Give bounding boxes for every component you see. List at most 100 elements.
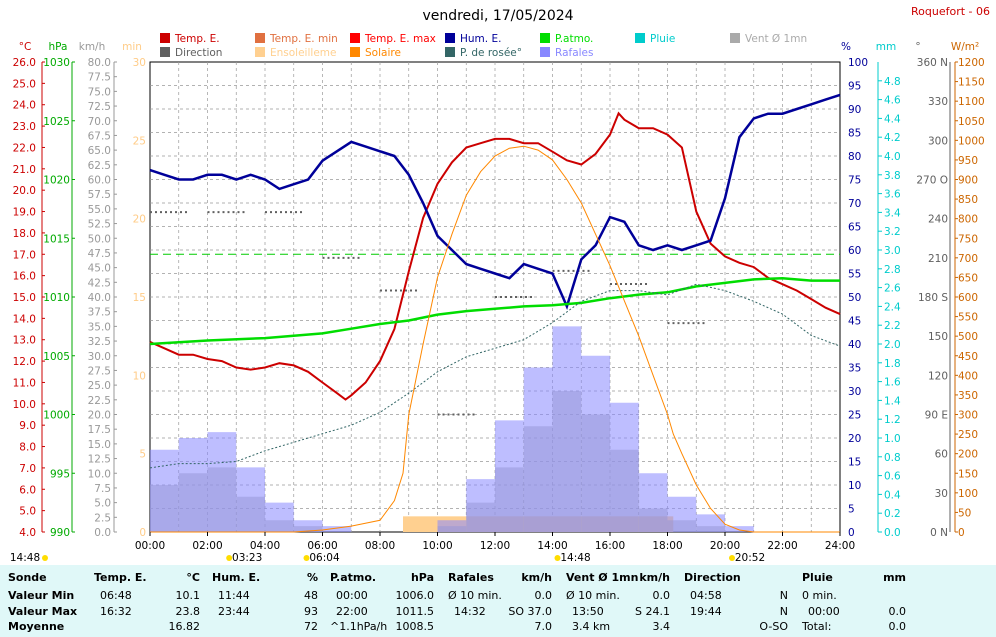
wind-tick-label: 22.5	[88, 395, 111, 407]
humidity-tick-label: 30	[848, 386, 861, 398]
humidity-tick-label: 0	[848, 527, 855, 539]
humidity-tick-label: 75	[848, 175, 861, 187]
wind-tick-label: 67.5	[88, 130, 111, 142]
stats-cell: 72	[304, 620, 318, 633]
rain-tick-label: 0.6	[884, 471, 901, 483]
temp-tick-label: 11.0	[13, 377, 36, 389]
x-tick-label: 08:00	[365, 540, 395, 552]
temp-tick-label: 5.0	[19, 506, 36, 518]
wind-bar	[207, 432, 237, 532]
direction-tick-label: 270 O	[916, 175, 948, 187]
rain-tick-label: 2.0	[884, 339, 901, 351]
stats-cell: O-SO	[759, 620, 788, 633]
x-tick-label: 18:00	[652, 540, 682, 552]
wind-tick-label: 70.0	[88, 116, 111, 128]
solar-tick-label: 1050	[958, 116, 985, 128]
humidity-tick-label: 35	[848, 363, 861, 375]
wind-bar	[610, 402, 639, 532]
legend-label: Temp. E. max	[364, 33, 436, 45]
stats-header-vent-unit: km/h	[639, 571, 670, 584]
wind-tick-label: 10.0	[88, 468, 111, 480]
wind-tick-label: 5.0	[94, 498, 111, 510]
rain-tick-label: 1.6	[884, 377, 901, 389]
axis-unit-label: °	[915, 41, 920, 53]
stats-cell: 3.4	[652, 620, 671, 633]
wind-tick-label: 17.5	[88, 424, 111, 436]
humidity-tick-label: 40	[848, 339, 861, 351]
rain-tick-label: 4.6	[884, 95, 901, 107]
stats-header-press-unit: hPa	[410, 571, 434, 584]
direction-tick-label: 210	[928, 253, 948, 265]
rain-tick-label: 0.2	[884, 508, 901, 520]
min-tick-label: 30	[133, 57, 146, 69]
direction-tick-label: 120	[928, 370, 948, 382]
wind-bar	[552, 326, 582, 532]
stats-row-label: Moyenne	[8, 620, 65, 633]
stats-cell: 3.4 km	[572, 620, 611, 633]
temp-tick-label: 26.0	[13, 57, 36, 69]
solar-tick-label: 1100	[958, 96, 985, 108]
wind-bar	[437, 520, 467, 532]
stats-cell: 16.82	[168, 620, 201, 633]
direction-tick-label: 240	[928, 214, 948, 226]
x-tick-label: 00:00	[135, 540, 165, 552]
x-tick-label: 24:00	[825, 540, 855, 552]
solar-tick-label: 400	[958, 370, 978, 382]
stats-cell: 0.0	[652, 589, 671, 602]
stats-cell: Ø 10 min.	[448, 589, 502, 602]
solar-tick-label: 750	[958, 233, 978, 245]
stats-header-press: P.atmo.	[330, 571, 377, 584]
stats-cell: 23.8	[175, 605, 201, 618]
wind-tick-label: 72.5	[88, 101, 111, 113]
solar-tick-label: 200	[958, 449, 978, 461]
stats-cell: 0.0	[534, 589, 553, 602]
rain-tick-label: 4.0	[884, 151, 901, 163]
temp-tick-label: 21.0	[13, 164, 36, 176]
temp-tick-label: 25.0	[13, 78, 36, 90]
stats-table: Sonde Valeur Min Valeur Max Moyenne Temp…	[0, 565, 996, 637]
humidity-tick-label: 80	[848, 151, 861, 163]
x-tick-label: 02:00	[192, 540, 222, 552]
series-hum-e-	[149, 93, 841, 310]
wind-tick-label: 75.0	[88, 86, 111, 98]
humidity-tick-label: 100	[848, 57, 868, 69]
min-tick-label: 0	[139, 527, 146, 539]
pressure-tick-label: 1020	[43, 175, 70, 187]
stats-cell: 00:00	[336, 589, 368, 602]
x-marker-label: 14:48	[10, 552, 40, 564]
wind-tick-label: 62.5	[88, 160, 111, 172]
wind-tick-label: 12.5	[88, 454, 111, 466]
rain-tick-label: 1.4	[884, 395, 901, 407]
stats-cell: 7.0	[534, 620, 553, 633]
direction-tick-label: 150	[928, 331, 948, 343]
axes: 26.0 25.0 24.0 23.0 22.0 21.0 20.0 19.0 18.0 17.0…	[13, 41, 985, 539]
stats-cell: ^1.1hPa/h	[330, 620, 388, 633]
stats-header-raf-unit: km/h	[521, 571, 552, 584]
stats-cell: 13:50	[572, 605, 604, 618]
stats-cell: Total:	[802, 620, 832, 633]
stats-cell: Ø 10 min.	[566, 589, 620, 602]
humidity-tick-label: 70	[848, 198, 861, 210]
stats-cell: 1008.5	[395, 620, 435, 633]
stats-cell: 0.0	[888, 620, 907, 633]
direction-tick-label: 90 E	[925, 410, 948, 422]
sun-icon	[729, 555, 736, 561]
rain-tick-label: 3.4	[884, 207, 901, 219]
temp-tick-label: 6.0	[19, 484, 36, 496]
x-marker-label: 20:52	[735, 552, 765, 564]
sun-icon	[303, 555, 310, 561]
wind-bar	[322, 526, 352, 532]
axis-unit-label: W/m²	[951, 41, 979, 53]
rain-tick-label: 3.6	[884, 189, 901, 201]
solar-tick-label: 950	[958, 155, 978, 167]
axis-unit-label: °C	[19, 41, 32, 53]
legend-swatch	[350, 47, 360, 57]
rain-tick-label: 1.8	[884, 358, 901, 370]
legend-label: Pluie	[650, 33, 675, 45]
legend-label: Temp. E.	[174, 33, 220, 45]
rain-tick-label: 2.6	[884, 283, 901, 295]
solar-tick-label: 450	[958, 351, 978, 363]
legend: Temp. E. Temp. E. min Temp. E. max Hum. E. P…	[160, 33, 807, 59]
x-tick-label: 22:00	[767, 540, 797, 552]
legend-label: Ensoleilleme	[270, 47, 336, 59]
